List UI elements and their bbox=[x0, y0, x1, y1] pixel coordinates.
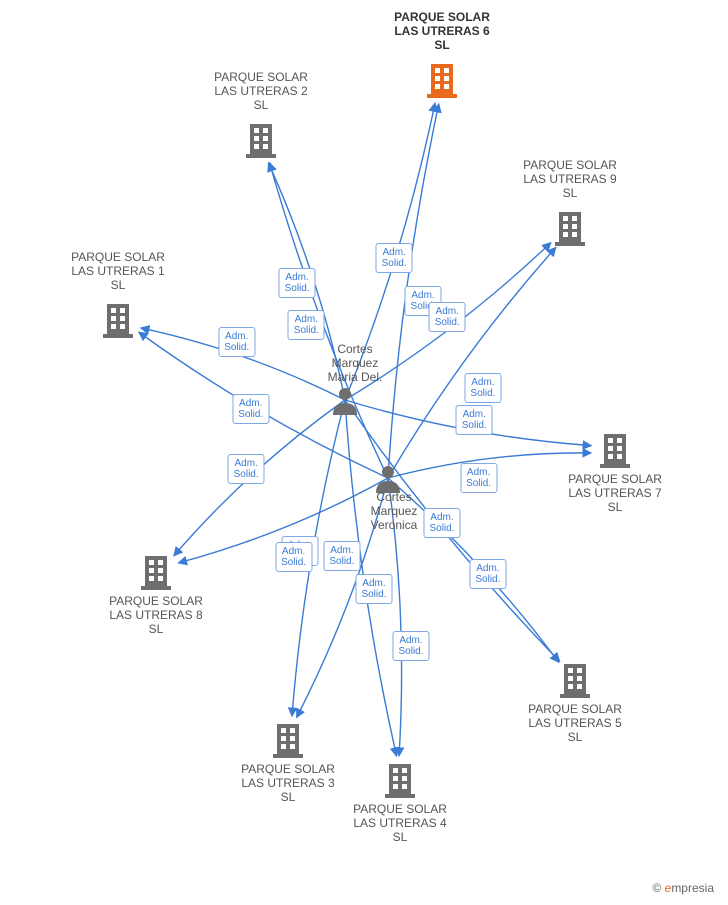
company-label: PARQUE SOLAR LAS UTRERAS 2 SL bbox=[206, 70, 316, 112]
edge-role-label: Adm. Solid. bbox=[429, 302, 466, 332]
company-node[interactable] bbox=[385, 762, 415, 798]
person-node[interactable] bbox=[331, 385, 359, 415]
edge-role-label: Adm. Solid. bbox=[456, 405, 493, 435]
edge-role-label: Adm. Solid. bbox=[469, 559, 506, 589]
edge bbox=[388, 247, 556, 478]
company-node[interactable] bbox=[103, 302, 133, 338]
brand-rest: mpresia bbox=[671, 881, 714, 895]
edge-role-label: Adm. Solid. bbox=[423, 508, 460, 538]
company-node[interactable] bbox=[600, 432, 630, 468]
edge-role-label: Adm. Solid. bbox=[275, 542, 312, 572]
company-label: PARQUE SOLAR LAS UTRERAS 3 SL bbox=[233, 762, 343, 804]
edge-role-label: Adm. Solid. bbox=[323, 541, 360, 571]
edge-role-label: Adm. Solid. bbox=[279, 268, 316, 298]
company-label: PARQUE SOLAR LAS UTRERAS 5 SL bbox=[520, 702, 630, 744]
edge-role-label: Adm. Solid. bbox=[464, 373, 501, 403]
company-label: PARQUE SOLAR LAS UTRERAS 4 SL bbox=[345, 802, 455, 844]
edge-role-label: Adm. Solid. bbox=[460, 463, 497, 493]
edge-role-label: Adm. Solid. bbox=[392, 631, 429, 661]
copyright-symbol: © bbox=[652, 881, 661, 895]
company-label: PARQUE SOLAR LAS UTRERAS 9 SL bbox=[515, 158, 625, 200]
edge-role-label: Adm. Solid. bbox=[232, 394, 269, 424]
company-node[interactable] bbox=[427, 62, 457, 98]
company-label: PARQUE SOLAR LAS UTRERAS 6 SL bbox=[387, 10, 497, 52]
company-node[interactable] bbox=[555, 210, 585, 246]
person-label: Cortes Marquez Veronica bbox=[354, 490, 434, 532]
company-node[interactable] bbox=[141, 554, 171, 590]
edge-role-label: Adm. Solid. bbox=[288, 310, 325, 340]
edge-role-label: Adm. Solid. bbox=[228, 454, 265, 484]
footer-credit: © empresia bbox=[652, 881, 714, 895]
edge-role-label: Adm. Solid. bbox=[376, 243, 413, 273]
person-node[interactable] bbox=[374, 463, 402, 493]
company-label: PARQUE SOLAR LAS UTRERAS 1 SL bbox=[63, 250, 173, 292]
company-label: PARQUE SOLAR LAS UTRERAS 8 SL bbox=[101, 594, 211, 636]
person-label: Cortes Marquez Maria Del. bbox=[315, 342, 395, 384]
company-label: PARQUE SOLAR LAS UTRERAS 7 SL bbox=[560, 472, 670, 514]
company-node[interactable] bbox=[246, 122, 276, 158]
edge-role-label: Adm. Solid. bbox=[355, 574, 392, 604]
company-node[interactable] bbox=[273, 722, 303, 758]
company-node[interactable] bbox=[560, 662, 590, 698]
edge-role-label: Adm. Solid. bbox=[218, 327, 255, 357]
